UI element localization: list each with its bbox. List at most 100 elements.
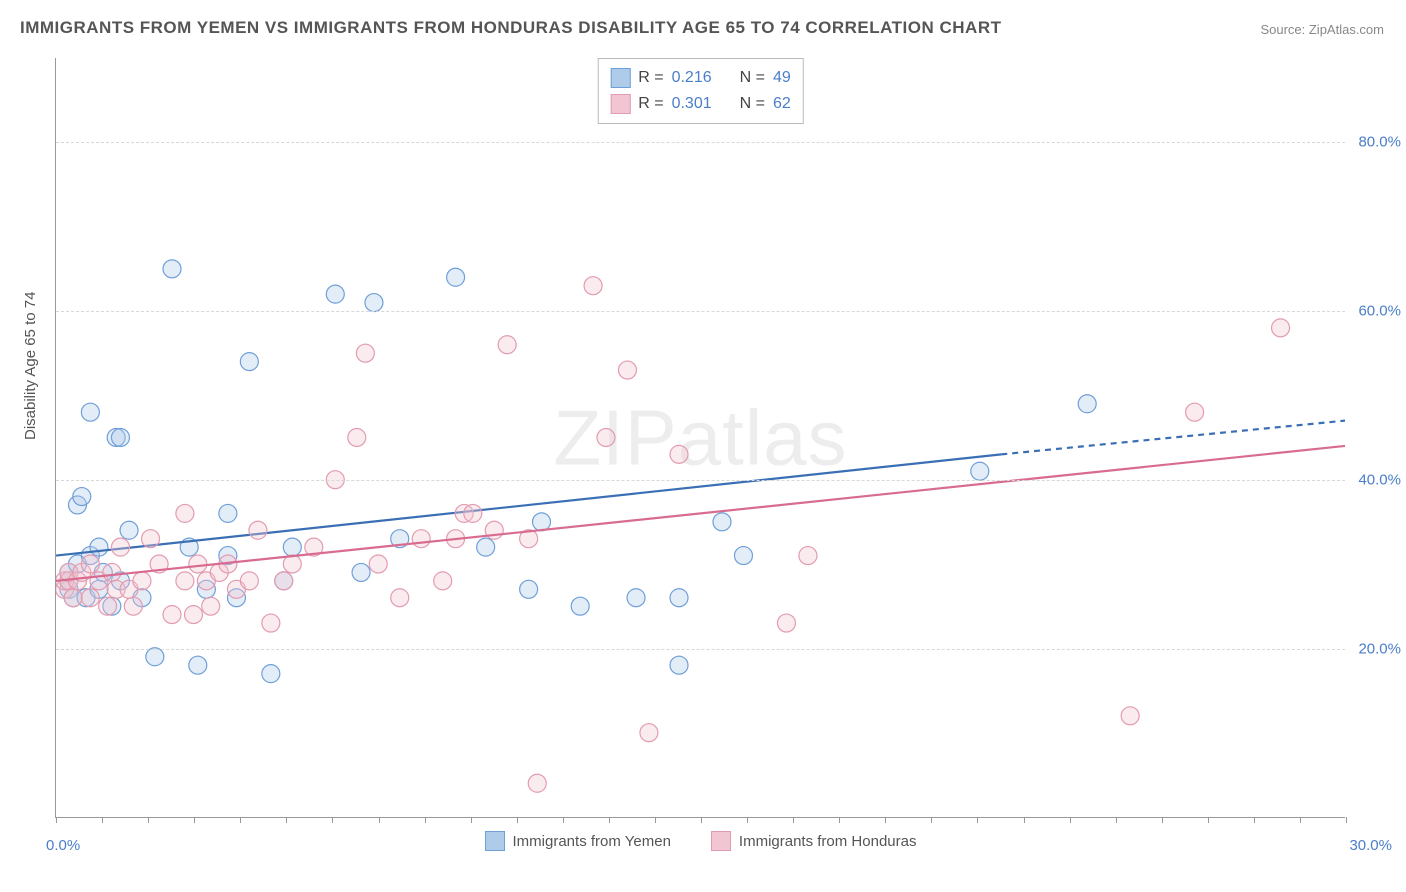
scatter-point-yemen (971, 462, 989, 480)
x-tick (1300, 817, 1301, 823)
x-tick (747, 817, 748, 823)
scatter-point-honduras (81, 555, 99, 573)
scatter-point-honduras (434, 572, 452, 590)
scatter-point-yemen (533, 513, 551, 531)
x-tick (793, 817, 794, 823)
scatter-point-honduras (189, 555, 207, 573)
x-tick (609, 817, 610, 823)
scatter-point-honduras (202, 597, 220, 615)
scatter-point-yemen (670, 656, 688, 674)
legend-label: Immigrants from Yemen (513, 833, 671, 850)
scatter-point-honduras (640, 724, 658, 742)
source-attribution: Source: ZipAtlas.com (1260, 22, 1384, 37)
x-tick (1024, 817, 1025, 823)
scatter-point-yemen (219, 504, 237, 522)
source-label: Source: (1260, 22, 1308, 37)
scatter-point-honduras (777, 614, 795, 632)
scatter-point-yemen (262, 665, 280, 683)
scatter-point-yemen (734, 547, 752, 565)
scatter-point-yemen (352, 563, 370, 581)
x-tick (1116, 817, 1117, 823)
legend-swatch (711, 831, 731, 851)
scatter-point-yemen (189, 656, 207, 674)
scatter-point-yemen (365, 294, 383, 312)
scatter-point-honduras (176, 504, 194, 522)
x-tick (102, 817, 103, 823)
scatter-point-honduras (498, 336, 516, 354)
scatter-point-yemen (326, 285, 344, 303)
x-tick (148, 817, 149, 823)
scatter-point-honduras (356, 344, 374, 362)
x-tick (379, 817, 380, 823)
x-tick (286, 817, 287, 823)
y-tick-label: 60.0% (1358, 303, 1401, 320)
scatter-point-yemen (713, 513, 731, 531)
x-tick (1070, 817, 1071, 823)
scatter-point-honduras (240, 572, 258, 590)
y-axis-label: Disability Age 65 to 74 (22, 292, 39, 440)
gridline (56, 142, 1345, 143)
scatter-point-yemen (120, 521, 138, 539)
x-tick (1254, 817, 1255, 823)
scatter-point-yemen (146, 648, 164, 666)
scatter-point-honduras (670, 445, 688, 463)
scatter-point-yemen (627, 589, 645, 607)
x-tick-label-min: 0.0% (46, 837, 80, 854)
scatter-point-honduras (528, 774, 546, 792)
scatter-point-yemen (73, 488, 91, 506)
scatter-point-yemen (571, 597, 589, 615)
scatter-point-honduras (1186, 403, 1204, 421)
x-tick (332, 817, 333, 823)
legend-item-honduras: Immigrants from Honduras (711, 831, 917, 851)
x-tick (1346, 817, 1347, 823)
scatter-point-honduras (618, 361, 636, 379)
x-tick (977, 817, 978, 823)
scatter-point-honduras (163, 606, 181, 624)
scatter-point-honduras (103, 563, 121, 581)
legend-item-yemen: Immigrants from Yemen (485, 831, 671, 851)
x-tick (425, 817, 426, 823)
x-tick (1162, 817, 1163, 823)
bottom-legend: Immigrants from Yemen Immigrants from Hon… (56, 831, 1345, 851)
y-tick-label: 40.0% (1358, 472, 1401, 489)
scatter-point-honduras (348, 429, 366, 447)
x-tick (1208, 817, 1209, 823)
scatter-point-yemen (111, 429, 129, 447)
scatter-point-honduras (185, 606, 203, 624)
scatter-point-yemen (477, 538, 495, 556)
x-tick (471, 817, 472, 823)
gridline (56, 649, 1345, 650)
x-tick (563, 817, 564, 823)
scatter-point-honduras (584, 277, 602, 295)
y-tick-label: 80.0% (1358, 134, 1401, 151)
scatter-point-yemen (670, 589, 688, 607)
scatter-point-yemen (81, 403, 99, 421)
scatter-point-yemen (90, 538, 108, 556)
trend-line-dash-yemen (1001, 421, 1345, 455)
scatter-point-honduras (133, 572, 151, 590)
scatter-point-honduras (81, 589, 99, 607)
scatter-point-honduras (142, 530, 160, 548)
scatter-point-yemen (1078, 395, 1096, 413)
scatter-point-honduras (799, 547, 817, 565)
scatter-point-honduras (1272, 319, 1290, 337)
scatter-point-honduras (391, 589, 409, 607)
chart-svg (56, 58, 1345, 817)
scatter-point-honduras (597, 429, 615, 447)
scatter-point-honduras (64, 589, 82, 607)
scatter-point-honduras (1121, 707, 1139, 725)
y-tick-label: 20.0% (1358, 641, 1401, 658)
x-tick-label-max: 30.0% (1349, 837, 1392, 854)
source-name: ZipAtlas.com (1309, 22, 1384, 37)
scatter-point-yemen (447, 268, 465, 286)
scatter-point-yemen (283, 538, 301, 556)
x-tick (839, 817, 840, 823)
x-tick (931, 817, 932, 823)
chart-title: IMMIGRANTS FROM YEMEN VS IMMIGRANTS FROM… (20, 18, 1002, 38)
x-tick (240, 817, 241, 823)
x-tick (701, 817, 702, 823)
x-tick (655, 817, 656, 823)
x-tick (194, 817, 195, 823)
legend-swatch (485, 831, 505, 851)
legend-label: Immigrants from Honduras (739, 833, 917, 850)
